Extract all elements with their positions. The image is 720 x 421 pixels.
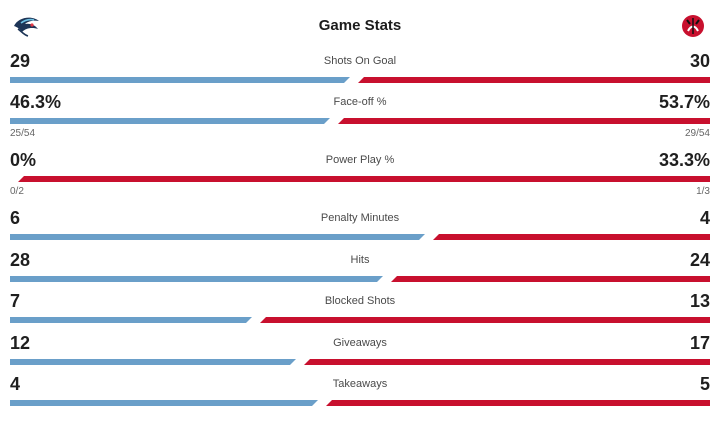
- stat-row: 7 Blocked Shots 13: [10, 289, 710, 323]
- header: Game Stats: [0, 0, 720, 52]
- away-detail: 25/54: [10, 128, 36, 139]
- home-value: 30: [689, 51, 710, 71]
- home-value: 17: [689, 333, 710, 353]
- stat-values: 0% Power Play % 33.3%: [10, 148, 710, 172]
- home-detail: 29/54: [684, 128, 710, 139]
- away-bar: [10, 234, 425, 240]
- stat-label: Power Play %: [325, 154, 395, 166]
- away-value: 6: [10, 208, 21, 228]
- stat-values: 7 Blocked Shots 13: [10, 289, 710, 313]
- home-value: 53.7%: [658, 92, 710, 112]
- away-bar: [10, 400, 318, 406]
- stat-values: 46.3% Face-off % 53.7%: [10, 90, 710, 114]
- home-bar: [391, 276, 710, 282]
- stat-label: Face-off %: [333, 96, 387, 108]
- stat-detail: 25/54 29/54: [10, 128, 710, 144]
- away-bar: [10, 276, 383, 282]
- away-value: 46.3%: [10, 92, 62, 112]
- stat-row: 6 Penalty Minutes 4: [10, 206, 710, 240]
- comparison-bar: [10, 176, 710, 182]
- stat-label: Penalty Minutes: [320, 212, 400, 224]
- stat-row: 28 Hits 24: [10, 248, 710, 282]
- stat-row: 12 Giveaways 17: [10, 331, 710, 365]
- home-bar: [433, 234, 710, 240]
- page-title: Game Stats: [318, 17, 402, 34]
- home-value: 4: [699, 208, 710, 228]
- home-value: 13: [689, 291, 710, 311]
- away-value: 0%: [10, 150, 37, 170]
- away-value: 7: [10, 291, 21, 311]
- comparison-bar: [10, 234, 710, 240]
- home-detail: 1/3: [696, 186, 710, 197]
- comparison-bar: [10, 400, 710, 406]
- away-bar: [10, 359, 296, 365]
- stat-label: Shots On Goal: [323, 55, 397, 67]
- stat-label: Hits: [350, 254, 370, 266]
- home-bar: [358, 77, 710, 83]
- stat-values: 6 Penalty Minutes 4: [10, 206, 710, 230]
- stat-values: 28 Hits 24: [10, 248, 710, 272]
- stat-detail: 0/2 1/3: [10, 186, 710, 202]
- comparison-bar: [10, 317, 710, 323]
- stat-row: 29 Shots On Goal 30: [10, 49, 710, 83]
- home-value: 33.3%: [658, 150, 710, 170]
- home-bar: [260, 317, 710, 323]
- stat-values: 29 Shots On Goal 30: [10, 49, 710, 73]
- away-bar: [10, 118, 330, 124]
- stat-label: Giveaways: [333, 337, 387, 349]
- kraken-logo-icon: [14, 17, 39, 37]
- away-detail: 0/2: [10, 186, 24, 197]
- home-bar: [326, 400, 710, 406]
- away-value: 4: [10, 374, 21, 394]
- comparison-bar: [10, 359, 710, 365]
- devils-logo-icon: [682, 15, 704, 37]
- home-bar: [18, 176, 710, 182]
- home-bar: [304, 359, 710, 365]
- stat-label: Takeaways: [332, 378, 388, 390]
- home-bar: [338, 118, 710, 124]
- home-value: 5: [699, 374, 710, 394]
- away-value: 29: [10, 51, 31, 71]
- away-value: 12: [10, 333, 31, 353]
- stat-row: 46.3% Face-off % 53.7% 25/54 29/54: [10, 90, 710, 144]
- away-bar: [10, 317, 252, 323]
- comparison-bar: [10, 118, 710, 124]
- stat-row: 0% Power Play % 33.3% 0/2 1/3: [10, 148, 710, 202]
- away-bar: [10, 77, 350, 83]
- away-value: 28: [10, 250, 31, 270]
- stat-row: 4 Takeaways 5: [10, 372, 710, 406]
- stat-values: 4 Takeaways 5: [10, 372, 710, 396]
- comparison-bar: [10, 276, 710, 282]
- home-value: 24: [689, 250, 710, 270]
- comparison-bar: [10, 77, 710, 83]
- stat-label: Blocked Shots: [324, 295, 396, 307]
- stat-values: 12 Giveaways 17: [10, 331, 710, 355]
